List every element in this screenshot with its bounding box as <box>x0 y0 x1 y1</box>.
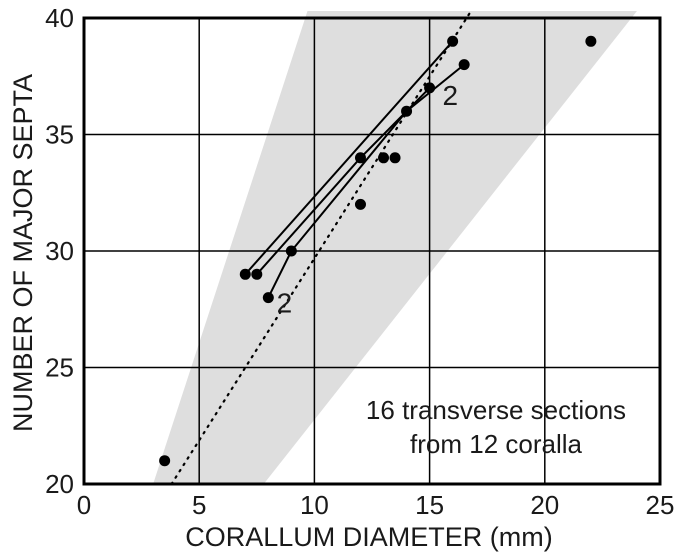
regression-line <box>170 9 473 486</box>
x-tick-label-3: 15 <box>415 490 444 520</box>
point-labels: 22 <box>277 80 458 318</box>
x-tick-label-1: 5 <box>192 490 206 520</box>
x-tick-label-2: 10 <box>300 490 329 520</box>
data-point-12 <box>458 59 470 71</box>
y-tick-label-3: 35 <box>45 120 74 150</box>
data-point-11 <box>447 35 459 47</box>
shaded-range-layer <box>153 11 637 484</box>
x-tick-labels: 0 5 10 15 20 25 <box>77 490 675 520</box>
data-point-1 <box>239 268 251 280</box>
plot-frame <box>82 16 662 486</box>
annotation-line-2: from 12 coralla <box>410 429 582 459</box>
data-point-3 <box>262 292 274 304</box>
trajectory-line-0 <box>244 40 454 275</box>
annotation-line-1: 16 transverse sections <box>366 395 626 425</box>
data-point-10 <box>424 82 436 94</box>
point-count-label-1: 2 <box>443 80 459 111</box>
y-tick-labels: 20 25 30 35 40 <box>45 3 74 499</box>
data-point-2 <box>251 268 263 280</box>
point-count-label-0: 2 <box>277 287 293 318</box>
y-tick-label-1: 25 <box>45 353 74 383</box>
data-point-0 <box>159 455 171 467</box>
data-point-8 <box>389 152 401 164</box>
x-tick-label-5: 25 <box>646 490 675 520</box>
y-tick-label-2: 30 <box>45 236 74 266</box>
y-axis-label: NUMBER OF MAJOR SEPTA <box>8 74 38 432</box>
data-point-7 <box>378 152 390 164</box>
regression-layer <box>170 9 473 486</box>
data-point-6 <box>354 152 366 164</box>
y-tick-label-0: 20 <box>45 469 74 499</box>
data-point-13 <box>585 35 597 47</box>
shaded-range <box>153 11 637 484</box>
data-points <box>159 35 597 467</box>
x-tick-label-0: 0 <box>77 490 91 520</box>
gridlines <box>84 18 660 484</box>
data-point-5 <box>354 198 366 210</box>
x-tick-label-4: 20 <box>530 490 559 520</box>
y-tick-label-4: 40 <box>45 3 74 33</box>
x-axis-label: CORALLUM DIAMETER (mm) <box>185 522 553 552</box>
data-point-4 <box>285 245 297 257</box>
trajectory-line-2 <box>267 63 465 299</box>
data-point-9 <box>401 105 413 117</box>
